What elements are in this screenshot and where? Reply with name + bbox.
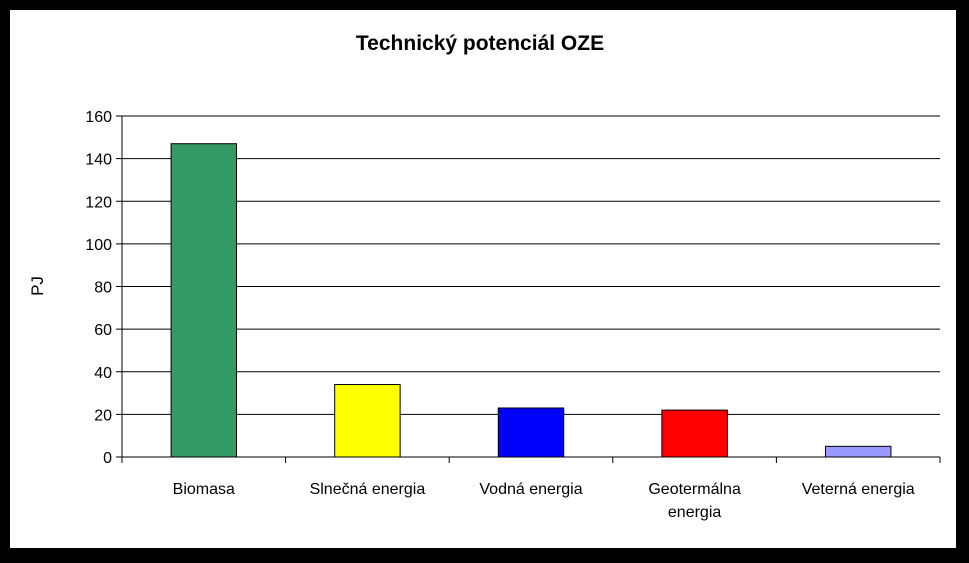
chart-title: Technický potenciál OZE [356, 32, 604, 55]
bar [661, 409, 728, 458]
x-tick-label: Vodná energia [479, 481, 582, 498]
y-tick-label: 100 [85, 237, 112, 254]
y-axis-label: PJ [28, 276, 47, 296]
y-tick-label: 80 [94, 280, 112, 297]
chart-frame: Technický potenciál OZE PJ 0 20 40 60 80 100 1… [10, 10, 956, 548]
bars [170, 143, 892, 458]
y-tick-label: 40 [94, 365, 112, 382]
tick-labels: 0 20 40 60 80 100 120 140 160 Biomasa Slnečná ener… [85, 109, 914, 521]
y-tick-label: 0 [103, 450, 112, 467]
x-tick-label: Geotermálna energia [648, 481, 741, 521]
y-tick-label: 20 [94, 407, 112, 424]
x-tick-label: Slnečná energia [310, 481, 426, 498]
bar-chart: Technický potenciál OZE PJ 0 20 40 60 80 100 1… [28, 32, 941, 521]
bar [334, 384, 401, 458]
axes [116, 115, 941, 463]
bar [170, 143, 238, 458]
y-tick-label: 120 [85, 194, 112, 211]
y-tick-label: 140 [85, 152, 112, 169]
y-tick-label: 60 [94, 322, 112, 339]
bar [497, 407, 565, 458]
gridlines [122, 115, 940, 415]
x-tick-label: Veterná energia [802, 481, 915, 498]
y-tick-label: 160 [85, 109, 112, 126]
bar [824, 445, 892, 458]
x-tick-label: Biomasa [173, 481, 235, 498]
